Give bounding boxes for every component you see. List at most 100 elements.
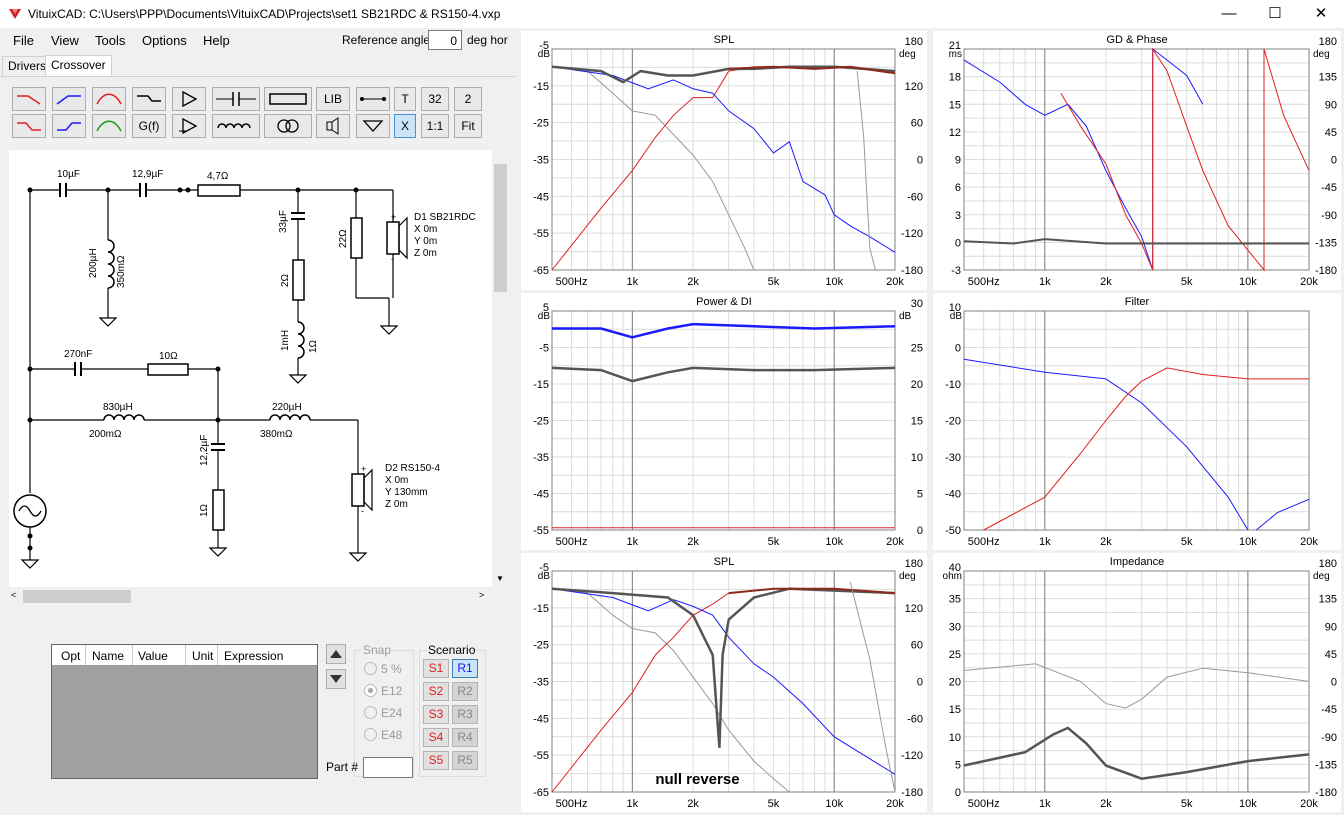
- scenario-s2-button[interactable]: S2: [423, 682, 449, 701]
- close-button[interactable]: ✕: [1314, 5, 1328, 22]
- col-unit[interactable]: Unit: [192, 649, 214, 663]
- minimize-button[interactable]: —: [1221, 5, 1237, 22]
- shelf-button[interactable]: [132, 87, 166, 111]
- scroll-down-icon[interactable]: ▼: [496, 574, 504, 583]
- tab-drivers[interactable]: Drivers: [2, 56, 52, 76]
- chart-spl2[interactable]: SPL dB deg -15 -25 -35 -45 -55 -65 -5 180 120 60 0 -60…: [521, 553, 927, 812]
- r5-label[interactable]: 1Ω: [199, 503, 210, 517]
- l1r-label[interactable]: 350mΩ: [116, 255, 127, 288]
- scenario-r2-button[interactable]: R2: [452, 682, 478, 701]
- col-opt[interactable]: Opt: [61, 649, 81, 663]
- x-toggle-button[interactable]: X: [394, 114, 416, 138]
- scroll-left-icon[interactable]: <: [11, 590, 17, 600]
- grid-32-button[interactable]: 32: [421, 87, 449, 111]
- snap-e24[interactable]: E24: [364, 706, 402, 720]
- chart-spl1[interactable]: SPL dB deg -15 -25 -35 -45 -55 -65 -5 180 120 60 0 -60…: [521, 31, 927, 290]
- menu-options[interactable]: Options: [142, 33, 187, 48]
- scenario-s1-button[interactable]: S1: [423, 659, 449, 678]
- hscroll-thumb[interactable]: [23, 590, 131, 603]
- menu-help[interactable]: Help: [203, 33, 230, 48]
- text-button[interactable]: T: [394, 87, 416, 111]
- library-button[interactable]: LIB: [316, 87, 350, 111]
- d2-name[interactable]: D2 RS150-4: [385, 463, 440, 474]
- c2-label[interactable]: 12,9µF: [132, 169, 163, 180]
- chart-filter[interactable]: Filter dB 0 -10 -20 -30 -40 -50 10 500Hz 1k 2k 5k 10k…: [933, 293, 1341, 550]
- l2-label[interactable]: 1mH: [280, 330, 291, 351]
- r4-label[interactable]: 10Ω: [159, 351, 178, 362]
- scenario-r3-button[interactable]: R3: [452, 705, 478, 724]
- col-name[interactable]: Name: [92, 649, 125, 663]
- col-value[interactable]: Value: [138, 649, 168, 663]
- scenario-s5-button[interactable]: S5: [423, 751, 449, 770]
- vscroll-thumb[interactable]: [494, 164, 507, 292]
- menu-view[interactable]: View: [51, 33, 79, 48]
- snap-5pct[interactable]: 5 %: [364, 662, 402, 676]
- c5-label[interactable]: 12,2µF: [199, 435, 210, 466]
- scenario-r4-button[interactable]: R4: [452, 728, 478, 747]
- tab-crossover[interactable]: Crossover: [45, 55, 112, 77]
- crossover-schematic[interactable]: 10µF 12,9µF 4,7Ω 200µH 350mΩ 33µF 2Ω 1mH…: [9, 150, 492, 587]
- chart-gd[interactable]: GD & Phase ms deg 18 15 12 9 6 3 0 -3 21 180 135 90 45 0…: [933, 31, 1341, 290]
- l4-label[interactable]: 220µH: [272, 402, 302, 413]
- chart-imp[interactable]: Impedance ohm deg 35 30 25 20 15 10 5 0 40 180 135 90 4…: [933, 553, 1341, 812]
- schematic-horizontal-scrollbar[interactable]: < >: [9, 588, 492, 605]
- maximize-button[interactable]: ☐: [1268, 5, 1282, 22]
- driver-button[interactable]: [316, 114, 350, 138]
- chart-power[interactable]: Power & DI dB dB -5 -15 -25 -35 -45 -55 5 30 25 20 15…: [521, 293, 927, 550]
- resistor-button[interactable]: [264, 87, 312, 111]
- l1-label[interactable]: 200µH: [88, 248, 99, 278]
- bandpass2-button[interactable]: [92, 114, 126, 138]
- y-tick-label: -15: [533, 81, 549, 93]
- grid-2-button[interactable]: 2: [454, 87, 482, 111]
- wire-button[interactable]: [356, 87, 390, 111]
- delay-button[interactable]: [172, 114, 206, 138]
- r3-label[interactable]: 22Ω: [338, 229, 349, 248]
- transfer-function-button[interactable]: G(f): [132, 114, 166, 138]
- ground-button[interactable]: [356, 114, 390, 138]
- highpass2-button[interactable]: [52, 114, 86, 138]
- menu-file[interactable]: File: [13, 33, 34, 48]
- x-tick-label: 500Hz: [968, 536, 1000, 548]
- schematic-vertical-scrollbar[interactable]: ▼: [492, 150, 509, 587]
- l2r-label[interactable]: 1Ω: [308, 339, 319, 353]
- menu-tools[interactable]: Tools: [95, 33, 126, 48]
- x-tick-label: 1k: [627, 536, 639, 548]
- part-number-input[interactable]: [363, 757, 413, 778]
- amplifier-button[interactable]: [172, 87, 206, 111]
- col-expression[interactable]: Expression: [224, 649, 284, 663]
- d2-minus: -: [361, 506, 364, 516]
- snap-e12[interactable]: E12: [364, 684, 402, 698]
- l3-label[interactable]: 830µH: [103, 402, 133, 413]
- scenario-r1-button[interactable]: R1: [452, 659, 478, 678]
- reference-angle-input[interactable]: 0: [428, 30, 462, 50]
- c4-label[interactable]: 270nF: [64, 349, 92, 360]
- move-up-button[interactable]: [326, 644, 346, 664]
- move-down-button[interactable]: [326, 669, 346, 689]
- trace-0: [552, 322, 896, 339]
- c1-label[interactable]: 10µF: [57, 169, 80, 180]
- scenario-s4-button[interactable]: S4: [423, 728, 449, 747]
- capacitor-button[interactable]: [212, 87, 260, 111]
- scenario-s3-button[interactable]: S3: [423, 705, 449, 724]
- inductor-button[interactable]: [212, 114, 260, 138]
- transformer-button[interactable]: [264, 114, 312, 138]
- lowpass1-button[interactable]: [12, 87, 46, 111]
- fit-button[interactable]: Fit: [454, 114, 482, 138]
- c3-label[interactable]: 33µF: [278, 210, 289, 233]
- r2-label[interactable]: 2Ω: [280, 273, 291, 287]
- lowpass2-button[interactable]: [12, 114, 46, 138]
- highpass1-button[interactable]: [52, 87, 86, 111]
- schematic-canvas[interactable]: 10µF 12,9µF 4,7Ω 200µH 350mΩ 33µF 2Ω 1mH…: [9, 150, 492, 587]
- d1-name[interactable]: D1 SB21RDC: [414, 212, 476, 223]
- parts-table[interactable]: Opt Name Value Unit Expression: [51, 644, 318, 779]
- scroll-right-icon[interactable]: >: [479, 590, 485, 600]
- radio-selected-icon: [364, 684, 377, 697]
- scenario-r5-button[interactable]: R5: [452, 751, 478, 770]
- bandpass1-button[interactable]: [92, 87, 126, 111]
- y2-tick-label: 10: [911, 452, 923, 464]
- reference-angle-label: Reference angle: [342, 33, 431, 47]
- trace-3: [551, 587, 896, 748]
- zoom-1to1-button[interactable]: 1:1: [421, 114, 449, 138]
- snap-e48[interactable]: E48: [364, 728, 402, 742]
- r1-label[interactable]: 4,7Ω: [207, 171, 229, 182]
